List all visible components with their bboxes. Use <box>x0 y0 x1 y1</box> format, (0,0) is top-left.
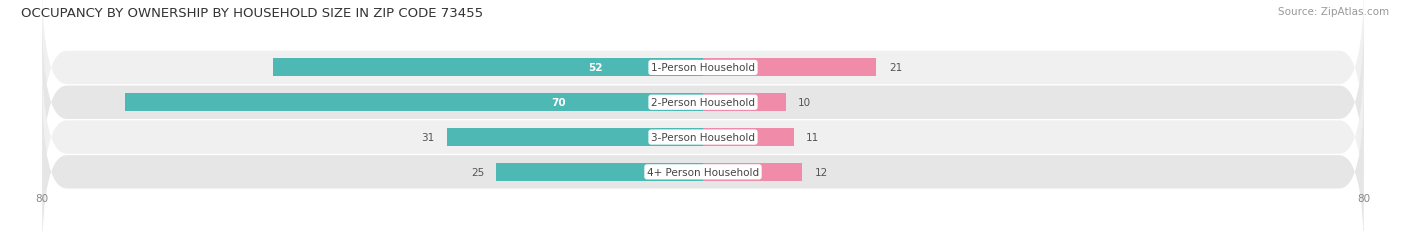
Bar <box>125 94 703 112</box>
Text: 70: 70 <box>551 98 565 108</box>
Text: 2-Person Household: 2-Person Household <box>651 98 755 108</box>
Text: 1-Person Household: 1-Person Household <box>651 63 755 73</box>
Text: 25: 25 <box>471 167 484 177</box>
Text: 52: 52 <box>588 63 603 73</box>
Bar <box>703 163 801 181</box>
FancyBboxPatch shape <box>42 85 1364 231</box>
Bar <box>496 163 703 181</box>
FancyBboxPatch shape <box>42 15 1364 190</box>
Text: 3-Person Household: 3-Person Household <box>651 132 755 143</box>
Bar <box>703 128 794 146</box>
Bar <box>703 94 786 112</box>
Bar <box>703 59 876 77</box>
Text: 11: 11 <box>806 132 820 143</box>
Text: Source: ZipAtlas.com: Source: ZipAtlas.com <box>1278 7 1389 17</box>
Text: 12: 12 <box>814 167 828 177</box>
Text: 10: 10 <box>799 98 811 108</box>
Text: 4+ Person Household: 4+ Person Household <box>647 167 759 177</box>
FancyBboxPatch shape <box>42 50 1364 225</box>
Bar <box>447 128 703 146</box>
Bar <box>273 59 703 77</box>
Text: OCCUPANCY BY OWNERSHIP BY HOUSEHOLD SIZE IN ZIP CODE 73455: OCCUPANCY BY OWNERSHIP BY HOUSEHOLD SIZE… <box>21 7 484 20</box>
Text: 21: 21 <box>889 63 903 73</box>
Text: 31: 31 <box>422 132 434 143</box>
FancyBboxPatch shape <box>42 0 1364 155</box>
